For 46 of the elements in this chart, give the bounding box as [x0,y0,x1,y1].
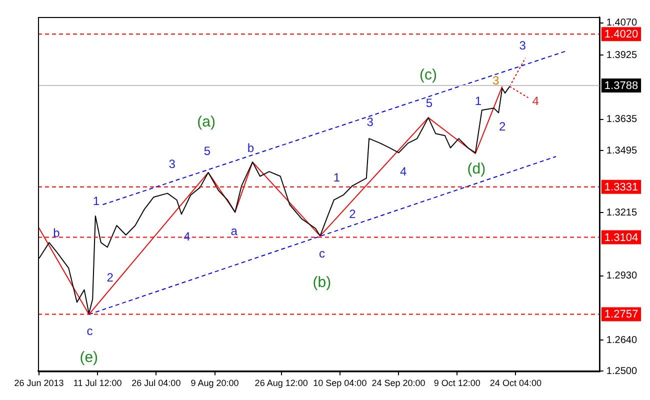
x-tick-label: 11 Jul 12:00 [73,378,122,388]
annotation: 3 [492,73,500,88]
ref-line-label: 1.2757 [604,308,638,321]
x-tick-label: 9 Oct 12:00 [434,378,480,388]
annotation: 5 [426,96,433,110]
annotation: (d) [467,160,486,178]
annotation: 2 [106,270,114,284]
x-tick-label: 26 Jun 2013 [14,378,64,388]
annotation: 1 [92,194,100,208]
annotation: 4 [532,94,540,108]
x-tick-label: 26 Aug 12:00 [254,378,308,388]
annotation: b [247,141,254,156]
annotation: 3 [168,157,176,172]
annotation: 2 [498,120,506,134]
annotation: 3 [366,114,374,129]
x-tick-label: 9 Aug 20:00 [190,378,239,388]
annotation: 3 [519,38,526,53]
y-tick-label: 1.3215 [606,207,638,218]
annotation: 1 [333,170,340,184]
x-tick-label: 26 Jul 04:00 [132,378,181,388]
annotation: 1 [474,94,482,108]
annotation: b [53,226,60,240]
y-tick-label: 1.2930 [606,270,638,282]
y-tick-label: 1.2500 [606,366,638,377]
x-tick-label: 10 Sep 04:00 [313,378,367,388]
annotation: (b) [312,274,332,291]
ref-line-label: 1.3331 [604,181,638,194]
annotation: 2 [349,207,356,222]
annotation: a [230,224,238,238]
annotation: (c) [420,66,438,84]
ref-line-label: 1.3788 [604,80,638,92]
y-tick-label: 1.4070 [606,18,638,29]
ref-line-label: 1.4020 [604,28,638,41]
annotation: (e) [80,349,98,366]
ref-line-label: 1.3104 [604,232,638,244]
annotation: (a) [197,114,216,131]
annotation: 5 [204,144,211,158]
y-tick-label: 1.2640 [606,334,638,346]
x-tick-label: 24 Oct 04:00 [490,378,542,388]
annotation: c [318,246,325,261]
x-tick-label: 24 Sep 20:00 [372,378,426,388]
annotation: c [86,324,93,338]
annotation: 4 [400,164,407,179]
y-tick-label: 1.3925 [606,50,638,61]
y-tick-label: 1.3495 [606,145,638,156]
y-tick-label: 1.3635 [606,114,638,126]
